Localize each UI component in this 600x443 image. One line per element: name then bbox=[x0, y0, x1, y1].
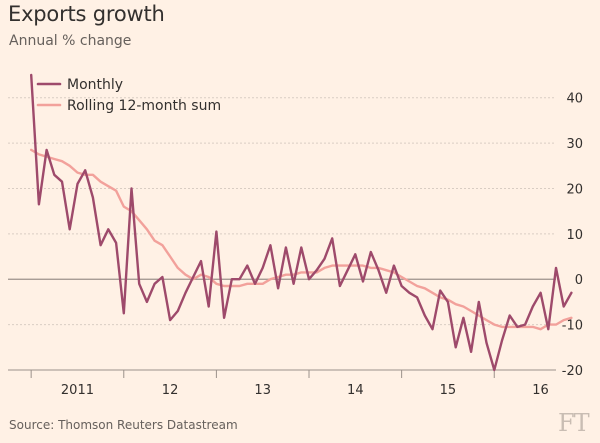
ft-logo: FT bbox=[558, 409, 590, 437]
grid-layer: 40 30 20 10 0 -10 -20 2011 12 13 14 15 16 bbox=[8, 92, 583, 398]
y-tick-label: -20 bbox=[562, 364, 583, 379]
x-tick-label: 12 bbox=[162, 383, 179, 398]
y-tick-label: 20 bbox=[566, 182, 583, 197]
chart-title: Exports growth bbox=[8, 2, 165, 26]
x-tick-label: 14 bbox=[347, 383, 364, 398]
y-tick-label: 0 bbox=[575, 273, 583, 288]
y-tick-label: 30 bbox=[566, 137, 583, 152]
x-tick-label: 2011 bbox=[61, 383, 94, 398]
x-tick-label: 16 bbox=[532, 383, 549, 398]
x-tick-label: 15 bbox=[440, 383, 457, 398]
series-line-monthly bbox=[30, 73, 573, 372]
series-layer bbox=[30, 73, 573, 372]
legend: Monthly Rolling 12-month sum bbox=[36, 77, 221, 114]
x-tick-label: 13 bbox=[254, 383, 271, 398]
y-tick-label: 40 bbox=[566, 92, 583, 107]
source-note: Source: Thomson Reuters Datastream bbox=[9, 418, 238, 432]
y-tick-label: 10 bbox=[566, 228, 583, 243]
chart-subtitle: Annual % change bbox=[9, 33, 132, 49]
legend-label: Rolling 12-month sum bbox=[67, 98, 221, 114]
y-tick-label: -10 bbox=[562, 319, 583, 334]
series-line-rolling-12-month-sum bbox=[30, 148, 573, 331]
legend-label: Monthly bbox=[67, 77, 123, 93]
